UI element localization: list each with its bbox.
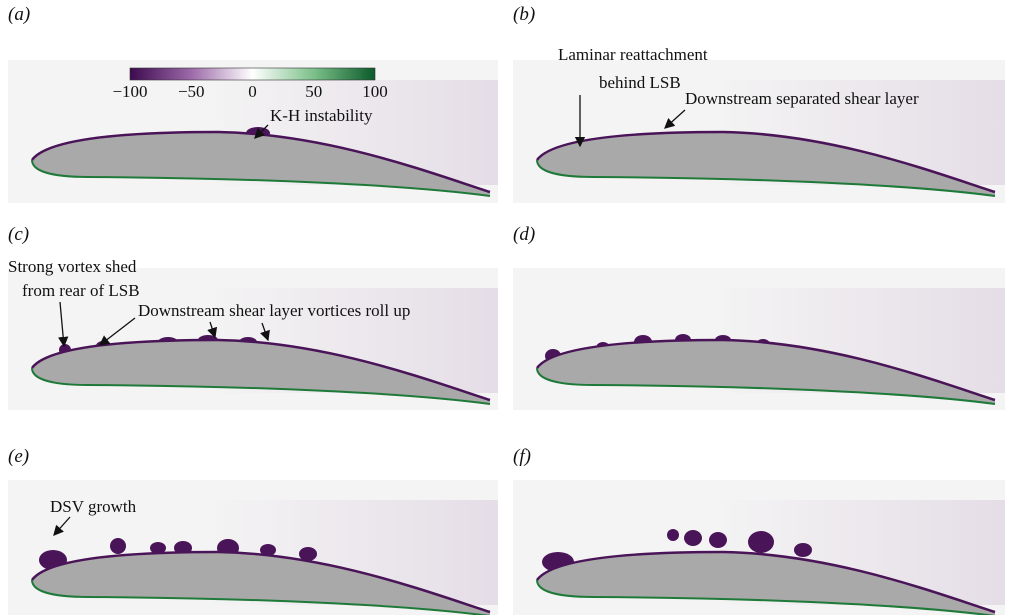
annotation: Downstream separated shear layer	[685, 89, 919, 108]
panel-label: (a)	[8, 4, 30, 25]
annotation: Strong vortex shed	[8, 257, 137, 276]
annotation-arrow	[207, 321, 218, 339]
panel	[513, 60, 1005, 203]
airfoil	[32, 552, 490, 615]
panel-label: (d)	[513, 224, 535, 245]
vortex	[150, 542, 166, 554]
annotation: behind LSB	[599, 73, 681, 92]
colorbar-tick-label: 100	[362, 82, 388, 101]
panel	[513, 268, 1005, 410]
annotation: from rear of LSB	[22, 281, 140, 300]
annotation: DSV growth	[50, 497, 137, 516]
colorbar	[129, 67, 376, 81]
annotation: Laminar reattachment	[558, 45, 708, 64]
airfoil	[537, 340, 995, 404]
annotation-arrow	[260, 322, 270, 342]
vortex	[748, 531, 774, 553]
vortex	[794, 543, 812, 557]
annotation-arrow	[98, 317, 136, 346]
panel-label: (b)	[513, 4, 535, 25]
upper-shear-layer	[535, 550, 996, 614]
panel-label: (c)	[8, 224, 29, 245]
lower-shear-layer	[536, 159, 996, 197]
lower-shear-layer	[31, 367, 491, 405]
lower-shear-layer	[536, 579, 996, 615]
colorbar-tick-label: 0	[248, 82, 257, 101]
vortex	[299, 547, 317, 561]
airfoil	[32, 132, 490, 196]
lower-shear-layer	[31, 579, 491, 615]
lower-shear-layer	[536, 367, 996, 405]
panel-label: (e)	[8, 446, 29, 467]
vortex	[667, 529, 679, 541]
airfoil	[537, 552, 995, 615]
colorbar-tick-label: −100	[112, 82, 147, 101]
annotation-arrow	[254, 124, 269, 139]
annotation: Downstream shear layer vortices roll up	[138, 301, 410, 320]
vortex	[709, 532, 727, 548]
airfoil	[537, 132, 995, 196]
vortex	[260, 544, 276, 556]
annotation-arrow	[664, 109, 686, 129]
upper-shear-layer	[30, 338, 491, 402]
vortex	[684, 530, 702, 546]
upper-shear-layer	[535, 130, 996, 194]
annotation: K-H instability	[270, 106, 373, 125]
vortex	[110, 538, 126, 554]
panel	[8, 268, 498, 410]
annotation-arrow	[57, 301, 69, 348]
panel-label: (f)	[513, 446, 531, 467]
airfoil	[32, 340, 490, 404]
colorbar-tick-label: 50	[305, 82, 322, 101]
panel	[8, 60, 498, 203]
upper-shear-layer	[535, 338, 996, 402]
panel	[8, 480, 498, 615]
upper-shear-layer	[30, 130, 491, 194]
upper-shear-layer	[30, 550, 491, 614]
colorbar-tick-label: −50	[178, 82, 205, 101]
panel	[513, 480, 1005, 615]
lower-shear-layer	[31, 159, 491, 197]
annotation-arrow	[53, 516, 71, 536]
